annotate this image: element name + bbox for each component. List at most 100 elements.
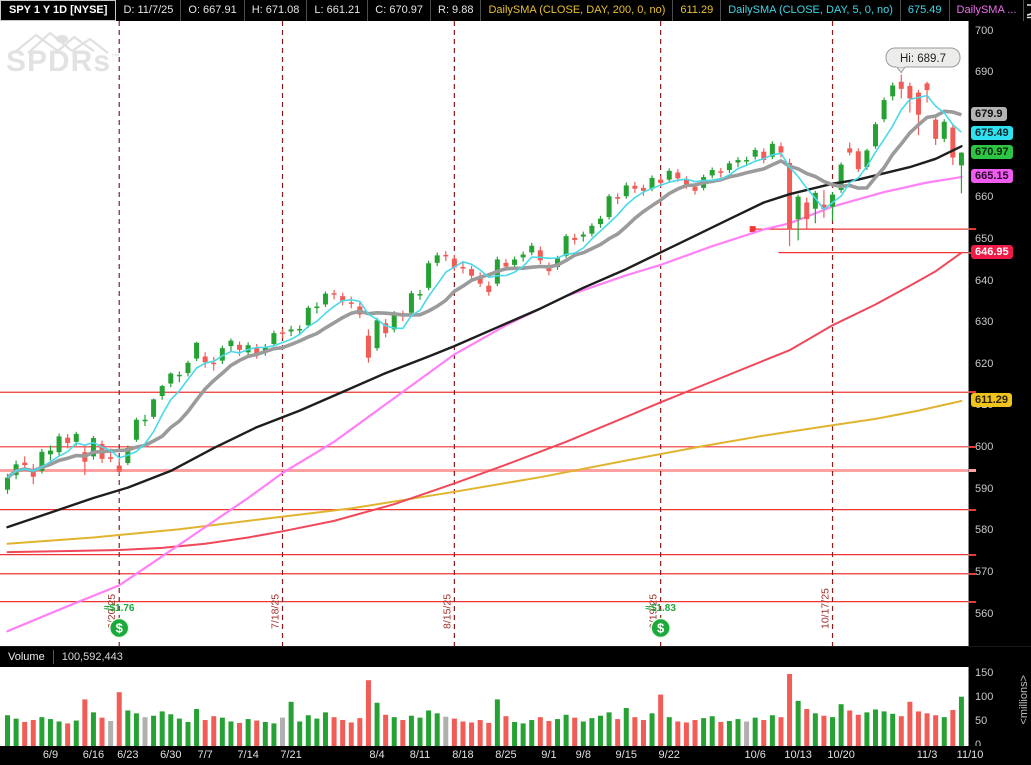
volume-bar — [683, 722, 689, 746]
volume-bar — [744, 721, 750, 746]
overlay-sma10 — [6, 109, 962, 480]
volume-bar — [881, 711, 887, 746]
alert-axis-tick — [969, 445, 976, 448]
price-tick: 600 — [975, 441, 994, 454]
volume-bar — [752, 717, 758, 746]
volume-bar — [219, 717, 225, 746]
alert-axis-tick — [969, 391, 976, 394]
volume-bar — [383, 714, 389, 746]
volume-bar — [872, 709, 878, 746]
volume-bar — [305, 715, 311, 746]
quote-low: L: 661.21 — [307, 0, 369, 21]
volume-bar — [666, 717, 672, 746]
price-chart-canvas[interactable]: SPDRs™ 6/20/25 7/18/25 8/15/25 9/19/25 10/17… — [0, 21, 969, 646]
dividend-marker[interactable]: ≈$1.76 $ — [104, 603, 135, 639]
volume-bar — [22, 721, 28, 746]
price-tick: 570 — [975, 565, 994, 578]
date-tick: 7/14 — [237, 749, 259, 761]
dividend-amount-label: ≈$1.83 — [645, 603, 676, 614]
volume-bar — [580, 721, 586, 746]
volume-bar — [374, 702, 380, 746]
volume-bar — [417, 717, 423, 746]
chart-toolbar: SPY 1 Y 1D [NYSE] D: 11/7/25 O: 667.91 H: 6… — [0, 0, 1031, 21]
volume-bar — [640, 720, 646, 746]
volume-pane-header: Volume 100,592,443 — [0, 646, 1031, 667]
volume-bar — [168, 714, 174, 746]
time-axis[interactable]: 6/9 6/16 6/23 6/30 7/7 7/14 7/21 8/4 8/11 8/18 8/2… — [0, 746, 1031, 765]
volume-bar — [151, 715, 157, 746]
date-tick: 7/21 — [280, 749, 302, 761]
volume-bar — [5, 715, 10, 746]
volume-bar — [847, 710, 853, 746]
volume-bar — [322, 712, 328, 746]
volume-bar — [812, 713, 818, 746]
expiration-lines: 6/20/25 7/18/25 8/15/25 9/19/25 10/17/25 — [106, 21, 834, 646]
volume-bar — [73, 720, 79, 746]
volume-bar — [297, 721, 303, 746]
volume-bar — [658, 694, 664, 746]
price-tick: 700 — [975, 24, 994, 37]
volume-bar — [331, 717, 337, 746]
volume-bar — [537, 717, 543, 746]
divider — [52, 650, 54, 664]
chart-tools-button[interactable] — [1024, 0, 1031, 21]
price-tick: 630 — [975, 316, 994, 329]
volume-bar — [99, 717, 105, 746]
study-sma5-label: DailySMA (CLOSE, DAY, 5, 0, no) — [721, 0, 901, 21]
volume-label: Volume — [8, 651, 45, 663]
date-tick: 6/30 — [160, 749, 182, 761]
symbol-timeframe[interactable]: SPY 1 Y 1D [NYSE] — [0, 0, 117, 21]
alert-lines[interactable] — [0, 226, 968, 603]
volume-bar — [769, 715, 775, 746]
volume-bar — [958, 696, 964, 746]
volume-bar — [443, 716, 449, 746]
volume-bar — [280, 717, 286, 746]
volume-bar — [185, 721, 191, 746]
dividend-marker[interactable]: ≈$1.83 $ — [645, 603, 676, 639]
date-tick: 9/15 — [615, 749, 637, 761]
volume-axis[interactable]: <millions> 150 100 50 0 — [969, 667, 1031, 746]
dividend-icon[interactable] — [108, 617, 130, 639]
alert-line-handle[interactable] — [749, 226, 756, 233]
volume-bar — [933, 715, 939, 746]
date-tick: 7/7 — [197, 749, 213, 761]
volume-bar — [761, 720, 767, 746]
date-tick: 10/6 — [744, 749, 766, 761]
quote-high: H: 671.08 — [245, 0, 308, 21]
dividend-icon[interactable] — [650, 617, 671, 639]
overlay-sma20 — [6, 145, 963, 529]
volume-bar — [288, 701, 294, 746]
volume-bar — [915, 711, 921, 746]
trendline-icon — [1027, 4, 1031, 19]
volume-bar — [950, 709, 956, 746]
price-axis[interactable]: 7006906806706606506406306206106005905805… — [969, 21, 1031, 646]
volume-bar — [408, 715, 414, 746]
alert-level-badge: 646.95 — [971, 244, 1013, 259]
quote-date: D: 11/7/25 — [116, 0, 182, 21]
dollar-glyph: $ — [116, 621, 124, 636]
alert-axis-tick — [969, 228, 976, 231]
volume-bar — [314, 718, 320, 746]
volume-bar — [426, 710, 432, 746]
price-tick: 640 — [975, 274, 994, 287]
volume-bar — [649, 713, 655, 746]
candles[interactable] — [5, 74, 964, 494]
volume-bar — [357, 718, 363, 746]
price-tick: 660 — [975, 191, 994, 204]
sma50-badge: 665.15 — [971, 168, 1013, 183]
price-tick: 580 — [975, 524, 994, 537]
volume-bar — [589, 718, 595, 746]
date-tick: 10/13 — [784, 749, 812, 761]
study-sma5-value: 675.49 — [901, 0, 950, 21]
volume-bar — [228, 721, 234, 746]
price-tick: 590 — [975, 482, 994, 495]
volume-bar — [503, 716, 509, 746]
volume-chart-canvas[interactable] — [0, 667, 969, 746]
spdrs-watermark: SPDRs™ — [6, 27, 126, 79]
volume-bar — [348, 722, 354, 746]
overlay-sma200 — [6, 400, 963, 545]
price-tick: 620 — [975, 357, 994, 370]
date-tick: 8/4 — [369, 749, 385, 761]
overlay-sma5 — [7, 94, 962, 479]
date-tick: 10/20 — [827, 749, 855, 761]
